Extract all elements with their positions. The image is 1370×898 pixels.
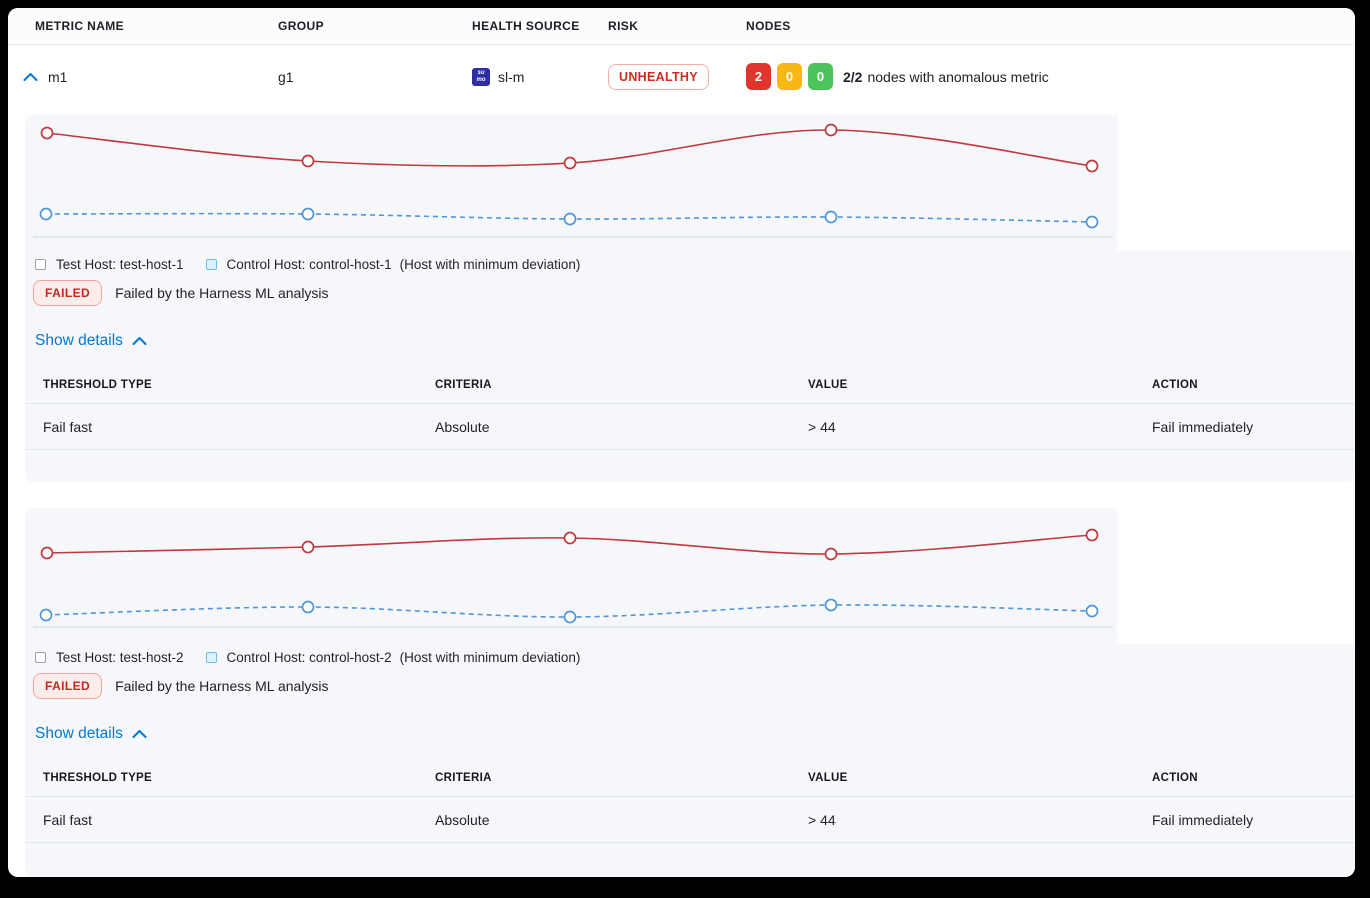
chart-legend: Test Host: test-host-1 Control Host: con…	[35, 257, 1355, 272]
node-analysis-card: Test Host: test-host-1 Control Host: con…	[25, 115, 1355, 482]
show-details-label: Show details	[35, 725, 123, 742]
sumologic-health-source-icon: su mo	[472, 67, 490, 86]
col-nodes: NODES	[746, 19, 791, 33]
nodes-summary-text: nodes with anomalous metric	[867, 68, 1049, 85]
healthy-nodes-count-badge: 0	[808, 63, 833, 90]
control-host-legend-label: Control Host: control-host-2	[226, 650, 392, 665]
chart-side-spacer	[1117, 115, 1355, 251]
show-details-link[interactable]: Show details	[35, 725, 147, 743]
minimum-deviation-note: (Host with minimum deviation)	[399, 650, 581, 665]
col-value: VALUE	[808, 771, 848, 784]
node-analysis-card: Test Host: test-host-2 Control Host: con…	[25, 508, 1355, 877]
analysis-reason-text: Failed by the Harness ML analysis	[115, 285, 329, 301]
failed-badge: FAILED	[33, 280, 103, 306]
table-row: Fail fast Absolute > 44 Fail immediately	[25, 797, 1355, 843]
metrics-analysis-view: METRIC NAME GROUP HEALTH SOURCE RISK NOD…	[8, 8, 1355, 877]
metric-timeseries-chart[interactable]	[33, 115, 1119, 251]
col-risk: RISK	[608, 19, 639, 33]
col-criteria: CRITERIA	[435, 378, 492, 391]
analysis-status-row: FAILED Failed by the Harness ML analysis	[33, 673, 1355, 699]
action-value: Fail immediately	[1152, 418, 1254, 435]
col-metric-name: METRIC NAME	[35, 19, 125, 33]
action-value: Fail immediately	[1152, 811, 1254, 828]
threshold-type-value: Fail fast	[43, 811, 93, 828]
col-group: GROUP	[278, 19, 325, 33]
criteria-value: Absolute	[435, 418, 490, 435]
col-threshold-type: THRESHOLD TYPE	[43, 378, 152, 391]
col-value: VALUE	[808, 378, 848, 391]
sumo-icon-text-bottom: mo	[476, 76, 486, 83]
anomalous-nodes-count-badge: 2	[746, 63, 771, 90]
collapse-chevron-icon[interactable]	[23, 72, 38, 81]
analysis-reason-text: Failed by the Harness ML analysis	[115, 678, 329, 694]
chart-row	[25, 508, 1355, 644]
threshold-table-header: THRESHOLD TYPE CRITERIA VALUE ACTION	[25, 366, 1355, 404]
metric-row[interactable]: m1 g1 su mo sl-m UNHEALTHY 2 0 0 2/2 nod…	[8, 45, 1355, 108]
group-name: g1	[278, 68, 294, 85]
test-host-checkbox[interactable]	[35, 259, 46, 270]
threshold-type-value: Fail fast	[43, 418, 93, 435]
test-host-legend-label: Test Host: test-host-2	[56, 650, 184, 665]
col-criteria: CRITERIA	[435, 771, 492, 784]
col-action: ACTION	[1152, 771, 1198, 784]
nodes-ratio: 2/2	[843, 68, 863, 85]
control-host-checkbox[interactable]	[205, 652, 217, 663]
failed-badge: FAILED	[33, 673, 103, 699]
col-health-source: HEALTH SOURCE	[472, 19, 580, 33]
sumo-icon-text-top: su	[477, 70, 485, 76]
minimum-deviation-note: (Host with minimum deviation)	[399, 257, 581, 272]
table-row: Fail fast Absolute > 44 Fail immediately	[25, 404, 1355, 450]
test-host-checkbox[interactable]	[35, 652, 46, 663]
chevron-up-icon	[132, 337, 147, 345]
health-source-name: sl-m	[498, 68, 525, 85]
col-threshold-type: THRESHOLD TYPE	[43, 771, 152, 784]
metric-timeseries-chart[interactable]	[33, 508, 1119, 644]
value-value: > 44	[808, 418, 836, 435]
show-details-link[interactable]: Show details	[35, 332, 147, 350]
threshold-details-table: THRESHOLD TYPE CRITERIA VALUE ACTION Fai…	[25, 759, 1355, 843]
chart-legend: Test Host: test-host-2 Control Host: con…	[35, 650, 1355, 665]
control-host-legend-label: Control Host: control-host-1	[226, 257, 392, 272]
metrics-table-header: METRIC NAME GROUP HEALTH SOURCE RISK NOD…	[8, 8, 1355, 45]
warning-nodes-count-badge: 0	[777, 63, 802, 90]
risk-badge: UNHEALTHY	[608, 63, 709, 90]
col-action: ACTION	[1152, 378, 1198, 391]
threshold-table-header: THRESHOLD TYPE CRITERIA VALUE ACTION	[25, 759, 1355, 797]
test-host-legend-label: Test Host: test-host-1	[56, 257, 184, 272]
show-details-label: Show details	[35, 332, 123, 349]
metric-name: m1	[48, 68, 68, 85]
analysis-status-row: FAILED Failed by the Harness ML analysis	[33, 280, 1355, 306]
value-value: > 44	[808, 811, 836, 828]
chart-side-spacer	[1117, 508, 1355, 644]
criteria-value: Absolute	[435, 811, 490, 828]
threshold-details-table: THRESHOLD TYPE CRITERIA VALUE ACTION Fai…	[25, 366, 1355, 450]
control-host-checkbox[interactable]	[205, 259, 217, 270]
chevron-up-icon	[132, 730, 147, 738]
chart-row	[25, 115, 1355, 251]
